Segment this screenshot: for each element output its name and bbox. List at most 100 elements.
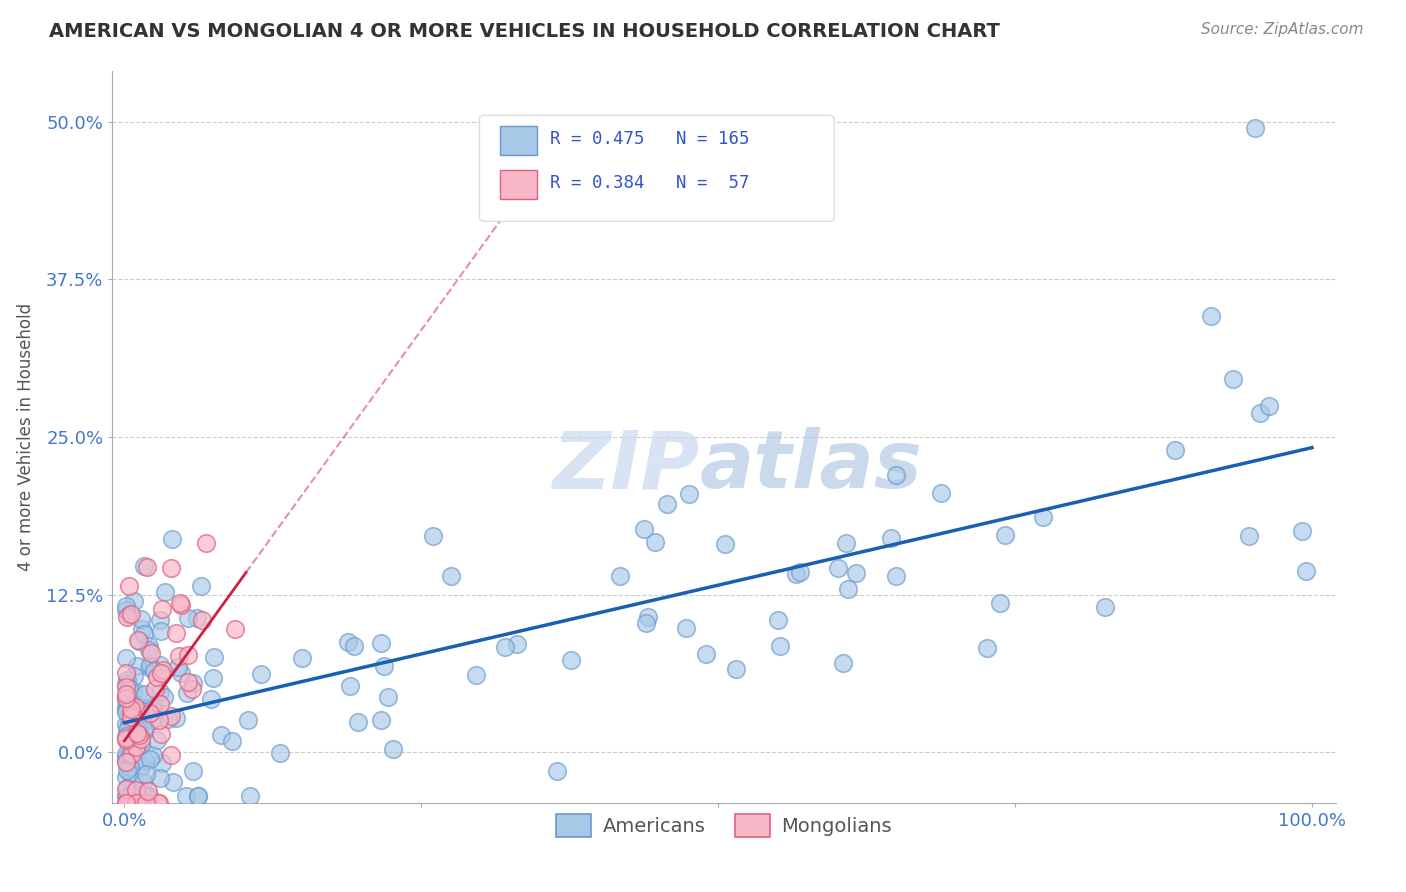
Point [115, 687, 138, 701]
Point [131, 737, 153, 751]
Point [120, 707, 142, 722]
Point [152, 663, 174, 677]
Point [124, 700, 146, 714]
Point [373, 658, 395, 673]
Point [200, 692, 222, 706]
Point [129, 760, 152, 774]
Point [149, 771, 172, 785]
Point [678, 487, 700, 501]
Point [129, 789, 152, 804]
Point [201, 671, 224, 685]
Point [124, 740, 146, 755]
Point [120, 765, 142, 780]
Point [785, 566, 807, 581]
Point [134, 724, 156, 739]
Point [129, 789, 152, 804]
Point [115, 780, 138, 795]
Point [724, 662, 747, 676]
Point [160, 532, 183, 546]
Point [160, 708, 183, 723]
Point [789, 565, 811, 579]
Point [129, 612, 152, 626]
Point [187, 789, 209, 804]
Point [145, 670, 167, 684]
Point [138, 640, 160, 654]
Point [120, 607, 142, 621]
Point [440, 569, 463, 583]
Point [114, 651, 136, 665]
Point [134, 687, 156, 701]
Point [132, 558, 155, 573]
Point [976, 641, 998, 656]
Point [128, 796, 150, 810]
Point [143, 699, 166, 714]
Point [377, 690, 399, 704]
Point [124, 669, 146, 683]
Point [1295, 564, 1317, 578]
Point [149, 685, 172, 699]
Point [118, 579, 141, 593]
Point [170, 665, 193, 680]
Point [633, 523, 655, 537]
Point [141, 713, 163, 727]
Point [167, 648, 190, 663]
Point [181, 681, 204, 696]
Point [115, 723, 138, 737]
Point [239, 789, 262, 804]
Point [132, 626, 155, 640]
Point [1291, 524, 1313, 538]
Point [269, 746, 291, 760]
Point [114, 755, 136, 769]
Point [117, 673, 139, 687]
Point [132, 774, 155, 789]
Point [160, 747, 183, 762]
Point [117, 717, 139, 731]
Point [695, 647, 717, 661]
Point [769, 640, 792, 654]
Point [117, 681, 139, 696]
Point [148, 796, 170, 810]
Point [336, 634, 359, 648]
Text: AMERICAN VS MONGOLIAN 4 OR MORE VEHICLES IN HOUSEHOLD CORRELATION CHART: AMERICAN VS MONGOLIAN 4 OR MORE VEHICLES… [49, 22, 1000, 41]
Point [127, 737, 149, 751]
Point [988, 596, 1011, 610]
Point [831, 657, 853, 671]
Point [1164, 443, 1187, 458]
Point [124, 736, 146, 750]
Point [714, 537, 737, 551]
Point [169, 595, 191, 609]
Point [637, 610, 659, 624]
Point [121, 796, 143, 810]
Text: ZIP: ZIP [553, 427, 700, 506]
Point [165, 711, 187, 725]
Point [135, 789, 157, 804]
Point [118, 789, 141, 804]
Point [138, 660, 160, 674]
Point [131, 623, 153, 637]
Point [634, 616, 657, 631]
Text: atlas: atlas [700, 427, 922, 506]
Point [177, 675, 200, 690]
Point [1199, 309, 1222, 323]
Point [884, 468, 907, 483]
Point [343, 639, 366, 653]
Point [465, 667, 488, 681]
Point [115, 610, 138, 624]
Point [114, 732, 136, 747]
Point [224, 623, 246, 637]
Point [118, 748, 141, 763]
Point [1257, 399, 1279, 413]
Point [148, 698, 170, 712]
Point [1244, 121, 1267, 136]
Point [139, 751, 162, 765]
Point [138, 706, 160, 721]
Point [114, 789, 136, 804]
Point [221, 734, 243, 748]
Point [139, 646, 162, 660]
Point [143, 682, 166, 697]
Point [494, 640, 516, 654]
Point [138, 789, 160, 804]
Point [138, 643, 160, 657]
Point [236, 713, 259, 727]
Point [190, 579, 212, 593]
